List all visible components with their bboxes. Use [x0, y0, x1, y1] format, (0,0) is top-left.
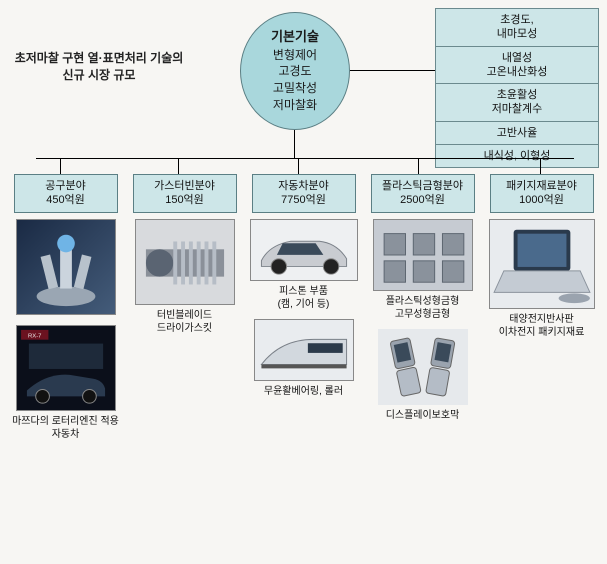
connector-branch-1	[178, 158, 179, 174]
branch-0-caption-2: 마쯔다의 로터리엔진 적용 자동차	[12, 415, 120, 441]
prop-2: 초윤활성 저마찰계수	[436, 84, 598, 122]
branch-box-2: 자동차분야 7750억원	[252, 174, 356, 213]
flip-phone-illustration-icon	[378, 329, 468, 405]
prop-2-b: 저마찰계수	[442, 102, 592, 116]
prop-1-b: 고온내산화성	[442, 65, 592, 79]
center-node: 기본기술 변형제어 고경도 고밀착성 저마찰화	[240, 12, 350, 130]
branch-0-image-2: RX-7	[16, 325, 116, 411]
branch-2-image-1	[250, 219, 358, 281]
branch-gasturbine: 가스터빈분야 150억원 터빈블레이드 드라이가스킷	[130, 174, 240, 441]
branch-auto: 자동차분야 7750억원 피스톤 부품 (캠, 기어 등) 무윤활베어링, 롤러	[249, 174, 359, 441]
branch-1-caption-1: 터빈블레이드 드라이가스킷	[131, 309, 239, 335]
branch-3-name: 플라스틱금형분야	[374, 179, 472, 193]
laptop-illustration-icon	[490, 220, 594, 308]
connector-oval-props	[350, 70, 435, 71]
branch-3-caption-1: 플라스틱성형금형 고무성형금형	[369, 295, 477, 321]
branches-row: 공구분야 450억원 RX-7 마쯔다의 로터리엔진 적용 자동차	[0, 174, 607, 441]
branch-package: 패키지재료분야 1000억원 태양전지반사판 이차전지 패키지재료	[487, 174, 597, 441]
turbine-illustration-icon	[136, 220, 234, 304]
branch-4-image-1	[489, 219, 595, 309]
svg-text:RX-7: RX-7	[28, 333, 41, 339]
title-line1: 초저마찰 구현 열·표면처리 기술의	[14, 50, 184, 67]
connector-branch-4	[540, 158, 541, 174]
prop-1-a: 내열성	[442, 51, 592, 65]
prop-1: 내열성 고온내산화성	[436, 47, 598, 85]
sedan-illustration-icon	[251, 220, 357, 280]
train-illustration-icon	[255, 320, 353, 380]
branch-2-caption-2: 무윤활베어링, 롤러	[250, 385, 358, 398]
prop-3: 고반사율	[436, 122, 598, 145]
prop-4-a: 내식성, 이형성	[442, 149, 592, 163]
prop-2-a: 초윤활성	[442, 88, 592, 102]
car-rx7-illustration-icon: RX-7	[17, 326, 115, 410]
branch-mold: 플라스틱금형분야 2500억원 플라스틱성형금형 고무성형금형	[368, 174, 478, 441]
branch-box-0: 공구분야 450억원	[14, 174, 118, 213]
branch-tools: 공구분야 450억원 RX-7 마쯔다의 로터리엔진 적용 자동차	[11, 174, 121, 441]
prop-0-b: 내마모성	[442, 27, 592, 41]
center-l4: 저마찰화	[273, 97, 317, 114]
branch-0-name: 공구분야	[17, 179, 115, 193]
branch-3-value: 2500억원	[374, 193, 472, 207]
prop-0: 초경도, 내마모성	[436, 9, 598, 47]
branch-2-image-2	[254, 319, 354, 381]
branch-box-3: 플라스틱금형분야 2500억원	[371, 174, 475, 213]
mold-illustration-icon	[374, 220, 472, 290]
connector-horizontal-main	[36, 158, 574, 159]
connector-branch-0	[60, 158, 61, 174]
diagram-title: 초저마찰 구현 열·표면처리 기술의 신규 시장 규모	[14, 50, 184, 84]
center-l3: 고밀착성	[273, 80, 317, 97]
branch-1-image-1	[135, 219, 235, 305]
branch-4-name: 패키지재료분야	[493, 179, 591, 193]
connector-branch-3	[418, 158, 419, 174]
branch-1-value: 150억원	[136, 193, 234, 207]
center-main: 기본기술	[271, 28, 319, 46]
center-l2: 고경도	[278, 63, 311, 80]
branch-2-name: 자동차분야	[255, 179, 353, 193]
connector-vertical-main	[294, 130, 295, 158]
branch-box-1: 가스터빈분야 150억원	[133, 174, 237, 213]
connector-branch-2	[298, 158, 299, 174]
branch-3-image-2	[378, 329, 468, 405]
branch-2-caption-1: 피스톤 부품 (캠, 기어 등)	[250, 285, 358, 311]
title-line2: 신규 시장 규모	[14, 67, 184, 84]
prop-3-a: 고반사율	[442, 126, 592, 140]
branch-4-caption-1: 태양전지반사판 이차전지 패키지재료	[488, 313, 596, 339]
branch-box-4: 패키지재료분야 1000억원	[490, 174, 594, 213]
branch-3-image-1	[373, 219, 473, 291]
branch-0-value: 450억원	[17, 193, 115, 207]
prop-4: 내식성, 이형성	[436, 145, 598, 167]
tool-illustration-icon	[17, 220, 115, 314]
center-l1: 변형제어	[273, 47, 317, 64]
branch-4-value: 1000억원	[493, 193, 591, 207]
prop-0-a: 초경도,	[442, 13, 592, 27]
branch-3-caption-2: 디스플레이보호막	[369, 409, 477, 422]
branch-1-name: 가스터빈분야	[136, 179, 234, 193]
branch-0-image-1	[16, 219, 116, 315]
properties-list: 초경도, 내마모성 내열성 고온내산화성 초윤활성 저마찰계수 고반사율 내식성…	[435, 8, 599, 168]
branch-2-value: 7750억원	[255, 193, 353, 207]
